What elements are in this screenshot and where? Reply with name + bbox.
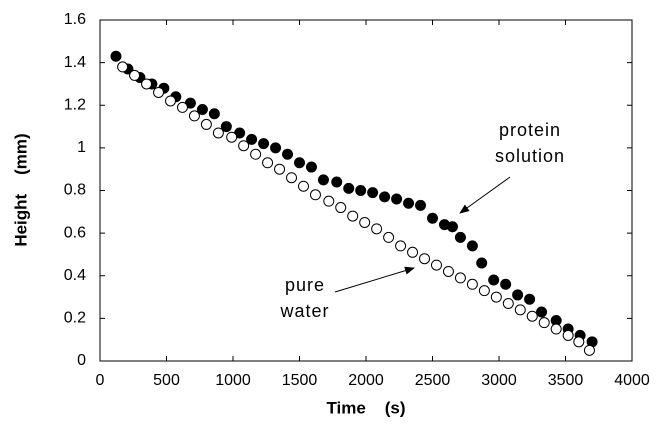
data-point [524, 293, 536, 305]
annotation: pure [285, 275, 325, 295]
data-point [488, 274, 500, 286]
data-point [200, 118, 212, 130]
data-point [294, 157, 305, 169]
data-point [514, 304, 526, 316]
x-tick-label: 1000 [215, 372, 251, 389]
data-point [110, 50, 122, 62]
data-point [164, 95, 176, 107]
data-point [454, 272, 466, 284]
data-point [490, 291, 502, 303]
data-point [335, 202, 347, 214]
data-point [430, 259, 442, 271]
annotation: solution [495, 146, 565, 166]
data-point [379, 191, 391, 203]
data-point [466, 278, 478, 290]
data-point [258, 138, 270, 150]
data-point [391, 193, 403, 205]
data-point [550, 323, 562, 335]
data-point [141, 78, 153, 90]
data-point [466, 240, 478, 252]
x-tick-label: 2500 [415, 372, 451, 389]
data-point [309, 189, 321, 201]
data-point [274, 163, 286, 175]
data-point [262, 157, 274, 169]
annotation-arrow [459, 176, 511, 214]
data-point [238, 140, 250, 152]
data-point [512, 289, 524, 301]
data-point [526, 310, 538, 322]
data-point [415, 199, 427, 211]
data-point [367, 187, 379, 199]
y-tick-label: 1.6 [64, 11, 86, 28]
data-point [536, 306, 548, 318]
x-tick-label: 3500 [548, 372, 584, 389]
data-point [246, 133, 258, 145]
data-point [562, 329, 574, 341]
x-tick-label: 0 [96, 372, 105, 389]
x-tick-label: 3000 [481, 372, 517, 389]
data-point [305, 161, 317, 173]
x-axis-label: Time (s) [326, 398, 405, 417]
data-point [502, 297, 514, 309]
data-point [583, 344, 595, 356]
data-point [323, 195, 335, 207]
data-point [297, 180, 309, 192]
x-tick-label: 4000 [614, 372, 650, 389]
data-point [478, 285, 490, 297]
data-point [359, 216, 371, 228]
y-tick-label: 0.8 [64, 182, 86, 199]
data-point [446, 221, 458, 233]
data-point [573, 336, 585, 348]
y-tick-label: 1.4 [64, 54, 86, 71]
data-point [282, 148, 294, 160]
data-point [383, 231, 395, 243]
data-point [538, 317, 550, 329]
data-point [270, 142, 282, 154]
data-point [212, 127, 224, 139]
data-point [220, 121, 232, 133]
data-point [403, 197, 415, 209]
y-tick-label: 0.6 [64, 224, 86, 241]
y-tick-label: 0.4 [64, 267, 86, 284]
data-point [250, 148, 262, 160]
x-tick-label: 2000 [348, 372, 384, 389]
data-point [454, 231, 466, 243]
data-point [176, 101, 188, 113]
data-point [371, 223, 383, 235]
y-tick-label: 0.2 [64, 310, 86, 327]
data-point [355, 185, 367, 196]
annotation-arrow [334, 266, 415, 293]
annotation: protein [499, 120, 561, 140]
annotation: water [279, 301, 329, 321]
data-point [476, 257, 488, 269]
x-tick-label: 1500 [282, 372, 318, 389]
y-tick-label: 0 [77, 352, 86, 369]
data-point [317, 174, 329, 186]
data-point [188, 110, 200, 122]
data-point [442, 265, 454, 277]
y-tick-label: 1.2 [64, 96, 86, 113]
data-point [208, 108, 220, 120]
data-point [427, 212, 438, 224]
data-point [407, 246, 419, 258]
data-point [226, 131, 238, 143]
data-point [331, 176, 343, 188]
data-point [286, 172, 298, 184]
data-point [500, 278, 512, 290]
y-tick-label: 1 [77, 139, 86, 156]
data-point [419, 253, 431, 265]
y-axis-label: Height (mm) [11, 133, 30, 246]
data-point [117, 61, 129, 73]
data-point [196, 104, 208, 116]
data-point [395, 240, 407, 252]
data-point [153, 86, 165, 98]
data-point [343, 182, 355, 194]
data-point [347, 210, 359, 222]
data-point [129, 69, 141, 81]
x-tick-label: 500 [153, 372, 180, 389]
